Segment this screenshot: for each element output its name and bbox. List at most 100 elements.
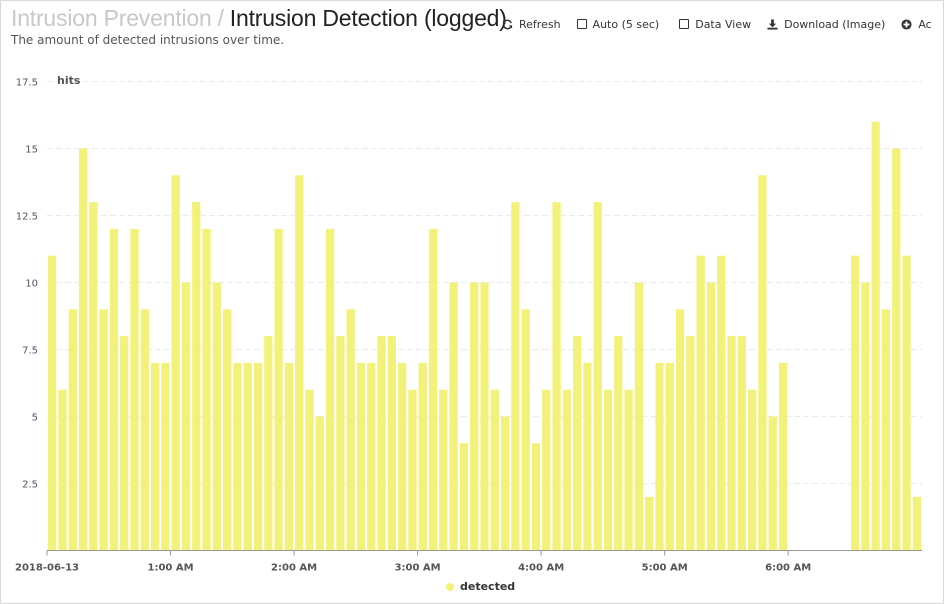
chart-bar[interactable] <box>336 336 345 551</box>
chart-bar[interactable] <box>264 336 273 551</box>
chart-bar[interactable] <box>552 202 561 551</box>
chart-bar[interactable] <box>531 443 541 551</box>
chart-bar[interactable] <box>542 389 551 551</box>
refresh-button[interactable]: Refresh <box>502 18 561 31</box>
chart-bar[interactable] <box>861 282 870 551</box>
chart-bar[interactable] <box>706 282 716 551</box>
chart-bar[interactable] <box>634 282 644 551</box>
chart-bar[interactable] <box>470 282 479 551</box>
chart-bar[interactable] <box>120 336 129 551</box>
chart-bar[interactable] <box>511 202 520 551</box>
chart-bar[interactable] <box>367 362 376 551</box>
chart-bar[interactable] <box>850 255 860 551</box>
chart-bar[interactable] <box>58 389 67 551</box>
chart-bar[interactable] <box>748 389 757 551</box>
breadcrumb-parent[interactable]: Intrusion Prevention <box>11 5 212 31</box>
data-view-toggle[interactable]: Data View <box>679 18 751 31</box>
auto-refresh-checkbox[interactable] <box>576 19 587 29</box>
chart-bar[interactable] <box>89 202 98 551</box>
chart-bar[interactable] <box>881 309 891 551</box>
chart-bar[interactable] <box>253 362 263 551</box>
chart-bar[interactable] <box>521 309 530 551</box>
chart-bar[interactable] <box>655 362 664 551</box>
chart-bar[interactable] <box>603 389 613 551</box>
data-view-checkbox[interactable] <box>679 19 690 29</box>
chart-bar[interactable] <box>418 362 427 551</box>
chart-bar[interactable] <box>459 443 469 551</box>
chart-bar[interactable] <box>696 255 705 551</box>
chart-bar[interactable] <box>274 228 283 551</box>
x-tick-label: 4:00 AM <box>518 563 564 574</box>
chart-bar[interactable] <box>428 228 438 551</box>
add-label: Ac <box>918 17 932 31</box>
y-axis-title: hits <box>57 74 81 87</box>
chart-bar[interactable] <box>500 416 510 551</box>
chart-bar[interactable] <box>109 228 119 551</box>
chart-bar[interactable] <box>675 309 685 551</box>
chart-bar[interactable] <box>202 228 211 551</box>
chart-bar[interactable] <box>778 362 788 551</box>
chart-bar[interactable] <box>346 309 355 551</box>
chart-bar[interactable] <box>408 389 417 551</box>
chart-bar[interactable] <box>624 389 633 551</box>
chart-bar[interactable] <box>645 496 654 551</box>
y-tick-label: 12.5 <box>16 212 38 223</box>
y-tick-label: 5 <box>32 413 38 424</box>
chart-bar[interactable] <box>387 336 396 551</box>
x-tick-label: 2:00 AM <box>271 563 317 574</box>
chart-bar[interactable] <box>562 389 571 551</box>
chart-bar[interactable] <box>305 389 314 551</box>
chart-bar[interactable] <box>140 309 149 551</box>
chart-bar[interactable] <box>377 336 386 551</box>
chart-bar[interactable] <box>439 389 448 551</box>
chart-bar[interactable] <box>449 282 458 551</box>
chart-bar[interactable] <box>223 309 232 551</box>
auto-refresh-toggle[interactable]: Auto (5 sec) <box>576 18 659 31</box>
chart-bar[interactable] <box>398 362 407 551</box>
chart-bar[interactable] <box>356 362 366 551</box>
chart-bar[interactable] <box>892 148 901 551</box>
chart-bar[interactable] <box>490 389 499 551</box>
chart-bar[interactable] <box>78 148 88 551</box>
chart-bar[interactable] <box>171 175 180 551</box>
chart-bar[interactable] <box>192 202 201 551</box>
download-icon <box>767 18 778 30</box>
chart-bar[interactable] <box>902 255 911 551</box>
chart-bar[interactable] <box>243 362 252 551</box>
chart-bar[interactable] <box>295 175 304 551</box>
chart-bar[interactable] <box>573 336 582 551</box>
chart-bar[interactable] <box>912 496 921 551</box>
add-button[interactable]: Ac <box>901 17 932 31</box>
chart-bar[interactable] <box>212 282 221 551</box>
chart-bar[interactable] <box>768 416 777 551</box>
chart-bar[interactable] <box>727 336 736 551</box>
chart-bar[interactable] <box>758 175 767 551</box>
chart-bar[interactable] <box>614 336 623 551</box>
chart-bar[interactable] <box>181 282 191 551</box>
chart-bar[interactable] <box>686 336 695 551</box>
chart-bar[interactable] <box>315 416 324 551</box>
download-image-button[interactable]: Download (Image) <box>767 18 885 31</box>
chart-legend[interactable]: detected <box>446 580 515 593</box>
chart-bar[interactable] <box>480 282 489 551</box>
page-subtitle: The amount of detected intrusions over t… <box>11 33 285 47</box>
chart-bar[interactable] <box>583 362 592 551</box>
chart-bar[interactable] <box>717 255 726 551</box>
chart-bar[interactable] <box>99 309 108 551</box>
chart-bar[interactable] <box>48 255 57 551</box>
chart-bar[interactable] <box>68 309 77 551</box>
chart-bar[interactable] <box>150 362 160 551</box>
x-tick-label: 1:00 AM <box>148 563 194 574</box>
chart-bar[interactable] <box>284 362 294 551</box>
chart-bar[interactable] <box>665 362 674 551</box>
chart-bar[interactable] <box>233 362 242 551</box>
chart-bar[interactable] <box>871 121 880 551</box>
chart-bar[interactable] <box>737 336 746 551</box>
y-tick-label: 2.5 <box>22 480 38 491</box>
plus-circle-icon <box>901 18 912 30</box>
chart-bar[interactable] <box>130 228 139 551</box>
x-tick-label: 6:00 AM <box>765 563 811 574</box>
chart-bar[interactable] <box>325 228 335 551</box>
chart-bar[interactable] <box>161 362 170 551</box>
chart-bar[interactable] <box>593 202 602 551</box>
